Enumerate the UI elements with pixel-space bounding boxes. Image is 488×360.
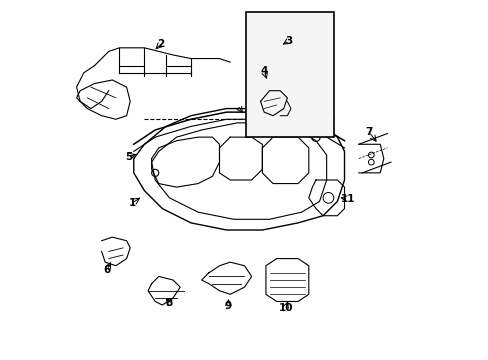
Text: 10: 10 bbox=[278, 303, 292, 313]
Bar bbox=[246, 12, 333, 137]
Text: 1: 1 bbox=[128, 198, 135, 208]
Text: 9: 9 bbox=[224, 301, 231, 311]
Text: 2: 2 bbox=[157, 39, 164, 49]
Text: 11: 11 bbox=[340, 194, 355, 204]
Text: 8: 8 bbox=[165, 298, 173, 308]
Text: 4: 4 bbox=[260, 66, 267, 76]
Text: 6: 6 bbox=[103, 265, 110, 275]
Text: 5: 5 bbox=[124, 152, 132, 162]
Text: 7: 7 bbox=[365, 127, 372, 137]
Text: 3: 3 bbox=[285, 36, 292, 46]
